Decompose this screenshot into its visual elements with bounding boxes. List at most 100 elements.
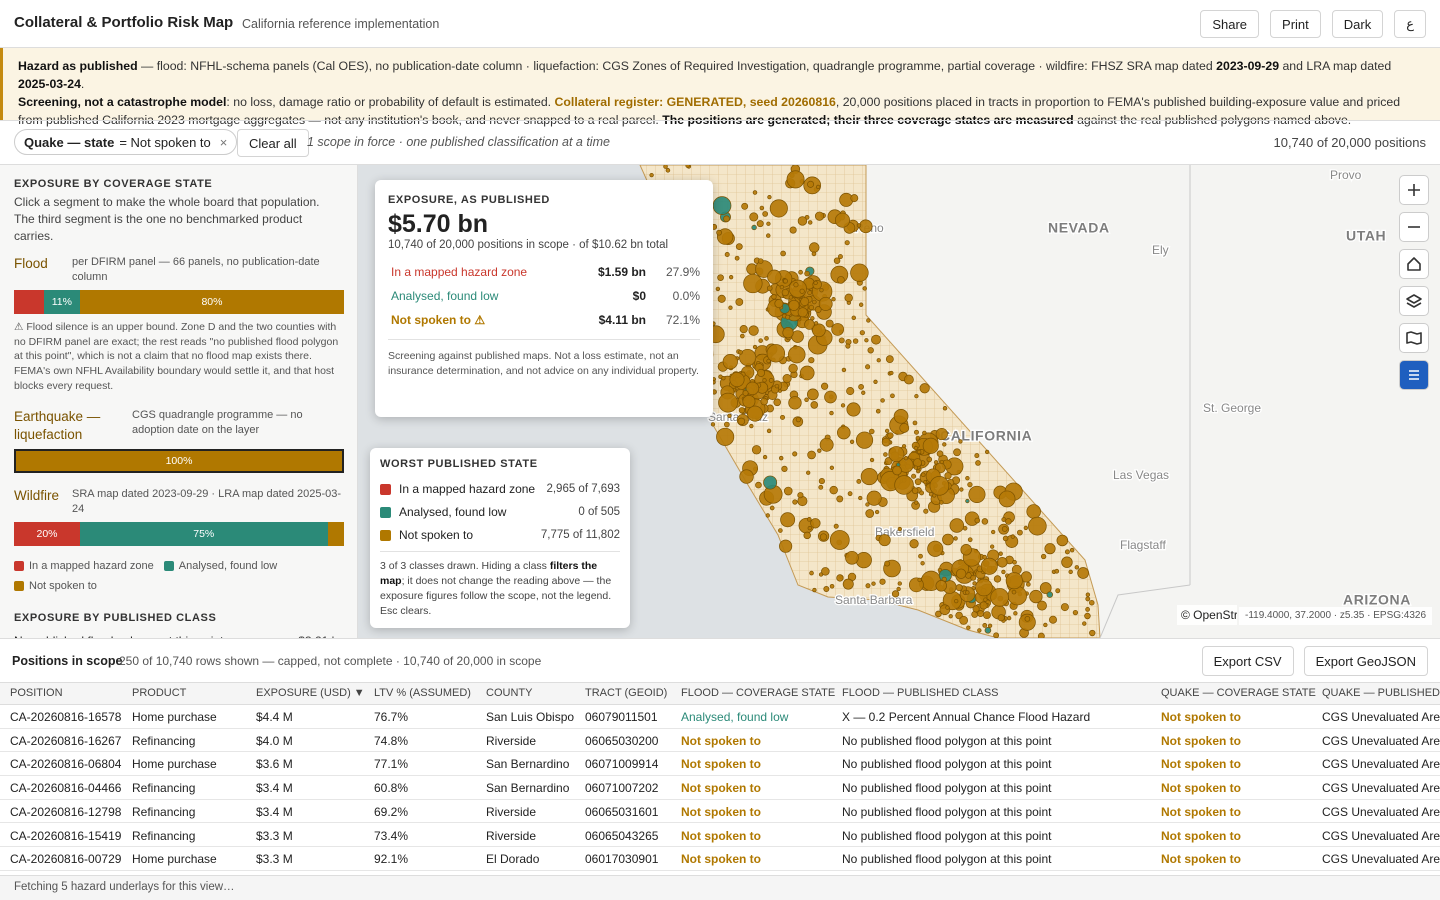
column-header[interactable]: FLOOD — COVERAGE STATE (681, 687, 836, 699)
position-dot (743, 273, 763, 294)
position-dot (758, 258, 764, 264)
table-cell: Not spoken to (1161, 804, 1241, 819)
coverage-bar[interactable]: 20% 75% (14, 521, 344, 546)
map-button-icon (1409, 370, 1419, 380)
table-row[interactable]: CA-20260816-04466 Refinancing $3.4 M 60.8% S… (0, 776, 1440, 800)
table-cell: 92.1% (374, 852, 409, 867)
position-dot (965, 476, 970, 481)
position-dot (766, 358, 771, 364)
position-dot (729, 372, 745, 388)
position-dot (1012, 559, 1017, 565)
coverage-bar[interactable]: 100% (14, 448, 344, 473)
header-button[interactable]: Share (1200, 10, 1260, 38)
legend: In a mapped hazard zone Analysed, found l… (14, 560, 314, 592)
position-dot (862, 286, 867, 291)
bar-segment[interactable]: 75% (80, 521, 328, 546)
table-cell: 77.1% (374, 757, 409, 772)
position-dot (914, 429, 919, 435)
column-header[interactable]: LTV % (ASSUMED) (374, 687, 471, 699)
table-cell: Analysed, found low (681, 710, 789, 724)
position-dot (821, 567, 830, 576)
map-button[interactable] (1399, 360, 1429, 390)
position-dot (975, 578, 993, 597)
bar-segment[interactable] (14, 290, 44, 314)
position-dot (922, 437, 939, 454)
panel-title: EXPOSURE BY COVERAGE STATE (14, 178, 213, 190)
column-header[interactable]: EXPOSURE (USD) ▼ (256, 687, 365, 699)
position-dot (760, 397, 768, 406)
filter-chip[interactable]: Quake — state = Not spoken to × (14, 129, 238, 155)
table-row[interactable]: CA-20260816-15419 Refinancing $3.3 M 73.4% R… (0, 824, 1440, 848)
position-dot (919, 383, 930, 394)
position-dot (980, 557, 998, 575)
table-cell: $4.0 M (256, 733, 293, 748)
position-dot (831, 297, 836, 302)
table-row[interactable]: CA-20260816-16267 Refinancing $4.0 M 74.8% R… (0, 729, 1440, 753)
position-dot (1011, 589, 1017, 595)
column-header[interactable]: FLOOD — PUBLISHED CLASS (842, 687, 999, 699)
position-dot (1055, 588, 1061, 594)
position-dot (838, 337, 845, 344)
bar-segment[interactable]: 11% (43, 290, 80, 314)
position-dot (778, 455, 784, 461)
export-button[interactable]: Export CSV (1201, 646, 1294, 676)
positions-title: Positions in scope (12, 654, 123, 668)
position-dot (919, 490, 925, 496)
column-header[interactable]: PRODUCT (132, 687, 187, 699)
column-header[interactable]: TRACT (GEOID) (585, 687, 668, 699)
map-button[interactable] (1399, 175, 1429, 205)
bar-segment[interactable]: 80% (79, 290, 344, 314)
position-dot (808, 357, 815, 364)
position-dot (875, 408, 881, 414)
position-dot (991, 529, 996, 535)
coverage-bar[interactable]: 11% 80% (14, 290, 344, 314)
position-dot (977, 610, 985, 618)
table-row[interactable]: CA-20260816-06804 Home purchase $3.6 M 77.1… (0, 752, 1440, 777)
table-row[interactable]: CA-20260816-00729 Home purchase $3.3 M 92.1… (0, 847, 1440, 871)
bar-segment[interactable] (327, 521, 344, 546)
header-button[interactable]: Print (1270, 10, 1321, 38)
map-button-icon (1408, 184, 1420, 196)
position-dot (797, 307, 808, 318)
table-cell: CGS Unevaluated Area (1322, 804, 1440, 819)
export-button[interactable]: Export GeoJSON (1303, 646, 1428, 676)
position-dot (965, 498, 970, 504)
map-button[interactable] (1399, 286, 1429, 316)
bar-segment[interactable]: 20% (14, 521, 80, 546)
position-dot (1013, 611, 1018, 616)
position-dot (984, 449, 990, 455)
column-header[interactable]: QUAKE — PUBLISHED CLASS (1322, 687, 1440, 699)
position-dot (1054, 568, 1060, 574)
icon-path (1408, 184, 1420, 196)
position-dot (998, 490, 1016, 508)
position-dot (1006, 615, 1012, 621)
column-header[interactable]: COUNTY (486, 687, 533, 699)
table-row[interactable]: CA-20260816-12798 Refinancing $3.4 M 69.2% R… (0, 800, 1440, 824)
map-button[interactable] (1399, 249, 1429, 279)
clear-all[interactable]: Clear all (237, 129, 309, 157)
map-label: Las Vegas (1113, 468, 1169, 482)
position-dot (918, 553, 923, 559)
bar-segment[interactable]: 100% (14, 448, 344, 473)
chip-remove[interactable]: × (219, 134, 228, 150)
layer-name: Flood (14, 256, 48, 271)
position-dot (735, 243, 743, 250)
header-button[interactable]: ع (1394, 10, 1426, 38)
position-dot (769, 505, 775, 511)
position-dot (810, 401, 819, 409)
map-button[interactable] (1399, 212, 1429, 242)
position-dot (799, 288, 805, 294)
table-cell: CGS Unevaluated Area (1322, 781, 1440, 796)
header-button[interactable]: Dark (1331, 10, 1384, 38)
column-header[interactable]: POSITION (10, 687, 63, 699)
position-dot (739, 325, 748, 334)
table-cell: Not spoken to (1161, 781, 1241, 796)
position-dot (779, 284, 785, 290)
exposure-row: Not spoken to ⚠ $4.11 bn 72.1% (388, 313, 700, 327)
position-dot (911, 473, 917, 479)
table-cell: 06065030200 (585, 733, 659, 748)
table-row[interactable]: CA-20260816-16578 Home purchase $4.4 M 76.7… (0, 705, 1440, 729)
column-header[interactable]: QUAKE — COVERAGE STATE (1161, 687, 1316, 699)
position-dot (773, 398, 781, 407)
map-button[interactable] (1399, 323, 1429, 353)
